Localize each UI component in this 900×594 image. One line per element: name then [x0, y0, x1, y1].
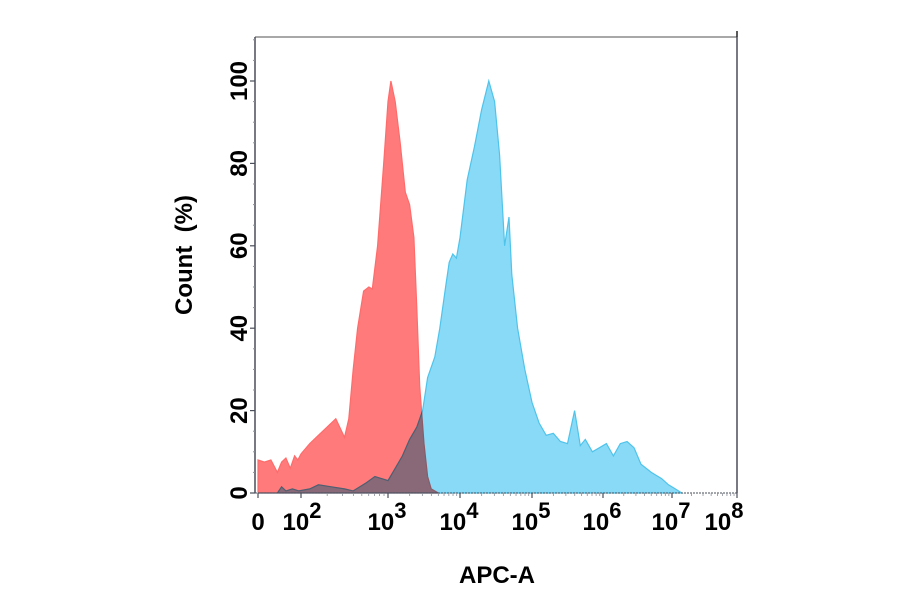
x-tick-label: 104 — [440, 498, 480, 536]
x-tick-label: 108 — [705, 498, 744, 536]
y-axis-title: Count (%) — [171, 195, 198, 315]
plot-frame — [254, 31, 738, 494]
y-tick-label: 80 — [226, 150, 253, 177]
histogram-sample — [258, 78, 684, 494]
y-tick-label: 20 — [226, 397, 253, 424]
x-tick-label: 105 — [512, 498, 551, 536]
y-tick-label: 0 — [226, 486, 253, 499]
x-axis: 0 102 103 104 105 106 107 108 — [251, 493, 743, 536]
series-layer — [257, 78, 684, 494]
x-tick-label: 103 — [368, 498, 407, 536]
histogram-control — [257, 80, 441, 494]
x-tick-label: 102 — [283, 498, 322, 536]
y-tick-label: 100 — [226, 61, 253, 101]
y-axis: 0 20 40 60 80 100 — [226, 39, 255, 500]
x-tick-label: 106 — [583, 498, 622, 536]
y-tick-label: 40 — [226, 315, 253, 342]
x-tick-label: 0 — [251, 509, 264, 536]
x-axis-title: APC-A — [459, 562, 535, 589]
y-tick-label: 60 — [226, 232, 253, 259]
x-tick-label: 107 — [652, 498, 691, 536]
